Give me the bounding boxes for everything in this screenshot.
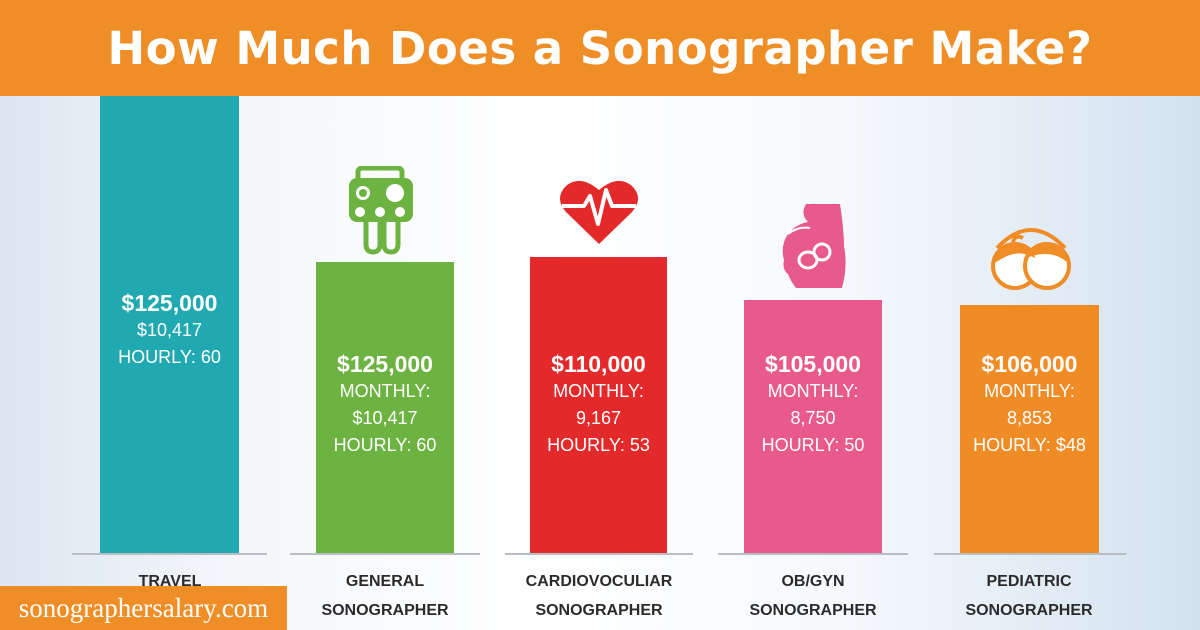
- baseline-pediatric: [934, 553, 1126, 555]
- bar-general: $125,000 MONTHLY: $10,417 HOURLY: 60: [316, 262, 454, 553]
- label-line-2: SONOGRAPHER: [749, 602, 877, 619]
- pregnant-belly-icon: [782, 204, 846, 288]
- hourly-rate: HOURLY: 60: [118, 347, 221, 367]
- salary-bar-chart: $125,000 $10,417 HOURLY: 60 $125,000 MON…: [0, 96, 1200, 630]
- monthly-label: MONTHLY:: [767, 381, 859, 401]
- monthly-salary: 8,853: [1006, 408, 1053, 428]
- label-line-2: SONOGRAPHER: [535, 602, 663, 619]
- annual-salary: $105,000: [765, 351, 861, 377]
- monthly-salary: $10,417: [352, 408, 418, 428]
- label-line-1: TRAVEL: [138, 573, 202, 590]
- hourly-rate: HOURLY: 53: [547, 435, 650, 455]
- annual-salary: $110,000: [551, 351, 646, 377]
- category-label-general: GENERAL SONOGRAPHER: [285, 567, 485, 625]
- hourly-rate: HOURLY: 60: [333, 435, 437, 455]
- monthly-salary: $10,417: [136, 320, 203, 340]
- heart-pulse-icon: [560, 180, 638, 244]
- bar-pediatric: $106,000 MONTHLY: 8,853 HOURLY: $48: [960, 305, 1099, 553]
- category-label-obgyn: OB/GYN SONOGRAPHER: [713, 567, 913, 625]
- site-watermark: sonographersalary.com: [0, 586, 287, 630]
- category-label-pediatric: PEDIATRIC SONOGRAPHER: [929, 567, 1129, 625]
- title-banner: How Much Does a Sonographer Make?: [0, 0, 1200, 96]
- label-line-1: PEDIATRIC: [986, 573, 1072, 590]
- bar-obgyn: $105,000 MONTHLY: 8,750 HOURLY: 50: [744, 300, 882, 553]
- children-faces-icon: [991, 228, 1071, 290]
- hourly-rate: HOURLY: 50: [761, 435, 865, 455]
- hourly-rate: HOURLY: $48: [973, 435, 1086, 455]
- label-line-2: SONOGRAPHER: [965, 602, 1093, 619]
- monthly-label: MONTHLY:: [553, 381, 644, 401]
- label-line-1: CARDIOVOCULIAR: [525, 573, 673, 590]
- monthly-salary: 8,750: [790, 408, 836, 428]
- label-line-1: OB/GYN: [781, 573, 845, 590]
- bar-travel: $125,000 $10,417 HOURLY: 60: [100, 96, 239, 553]
- page-title: How Much Does a Sonographer Make?: [107, 21, 1093, 75]
- annual-salary: $106,000: [981, 351, 1078, 377]
- annual-salary: $125,000: [337, 351, 433, 377]
- baseline-cardio: [505, 553, 693, 555]
- baseline-general: [290, 553, 480, 555]
- baseline-obgyn: [718, 553, 908, 555]
- label-line-1: GENERAL: [345, 573, 425, 590]
- monthly-label: MONTHLY:: [984, 381, 1075, 401]
- monthly-label: MONTHLY:: [339, 381, 431, 401]
- category-label-travel: TRAVEL: [70, 567, 270, 596]
- ultrasound-machine-icon: [349, 166, 413, 255]
- label-line-2: SONOGRAPHER: [321, 602, 449, 619]
- bar-cardio: $110,000 MONTHLY: 9,167 HOURLY: 53: [530, 257, 667, 553]
- monthly-salary: 9,167: [575, 408, 622, 428]
- annual-salary: $125,000: [121, 290, 218, 316]
- baseline-travel: [72, 553, 267, 555]
- category-label-cardio: CARDIOVOCULIAR SONOGRAPHER: [499, 567, 699, 625]
